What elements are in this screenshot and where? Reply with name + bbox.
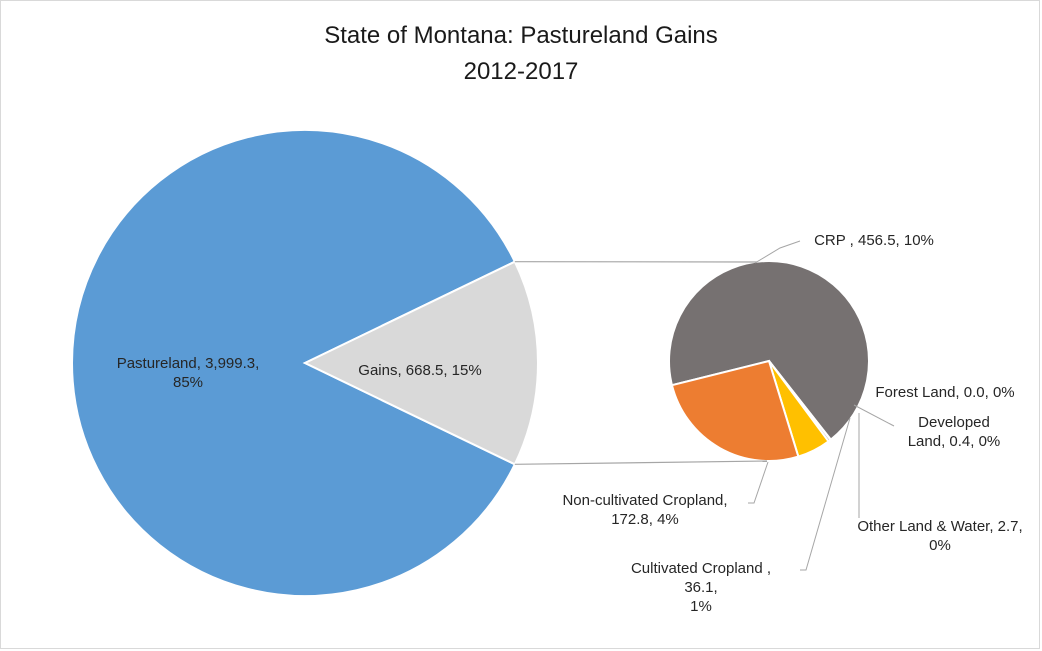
leader-line-cultivated-cropland xyxy=(800,417,851,571)
data-label-developed-land: Developed Land, 0.4, 0% xyxy=(908,414,1001,450)
chart-title: State of Montana: Pastureland Gains xyxy=(324,22,718,49)
slice-pastureland xyxy=(71,129,517,597)
data-label-forest-land: Forest Land, 0.0, 0% xyxy=(875,384,1014,401)
slice-gains xyxy=(302,260,539,466)
leader-line-crp xyxy=(754,240,801,264)
data-label-non-cultivated-cropland: Non-cultivated Cropland, 172.8, 4% xyxy=(562,492,727,528)
data-label-other-land-water: Other Land & Water, 2.7, 0% xyxy=(857,518,1022,554)
slice-crp xyxy=(668,260,870,442)
leader-line-non-cultivated-cropland xyxy=(748,461,769,504)
connector-line-bottom xyxy=(514,460,768,465)
slice-non-cultivated-cropland xyxy=(670,359,800,462)
data-label-cultivated-cropland: Cultivated Cropland , 36.1, 1% xyxy=(631,560,771,615)
chart-subtitle: 2012-2017 xyxy=(463,58,579,85)
data-label-gains: Gains, 668.5, 15% xyxy=(358,362,481,379)
data-label-pastureland: Pastureland, 3,999.3, 85% xyxy=(117,355,260,391)
leader-line-developed-land xyxy=(853,404,895,427)
data-label-crp: CRP , 456.5, 10% xyxy=(814,232,934,249)
